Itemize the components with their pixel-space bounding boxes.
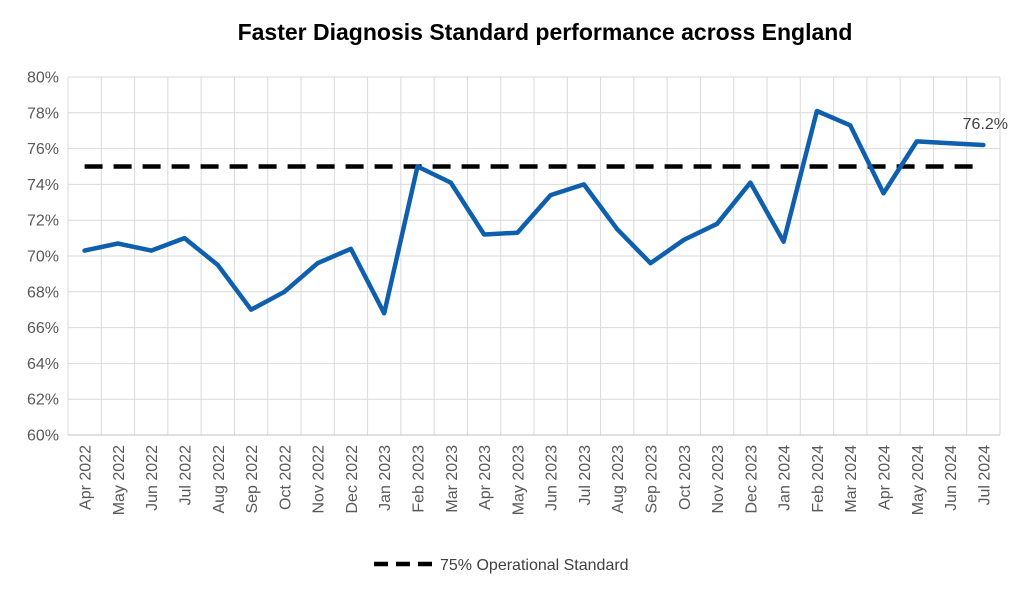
gridlines <box>67 76 1001 436</box>
data-labels: 76.2% <box>963 116 1008 133</box>
x-tick-label: Jul 2024 <box>976 445 993 506</box>
x-axis-ticks: Apr 2022 May 2022 Jun 2022 Jul 2022 Aug 2022… <box>78 445 994 515</box>
y-tick-label: 76% <box>27 141 59 158</box>
x-tick-label: Apr 2022 <box>78 445 95 510</box>
x-tick-label: Feb 2024 <box>810 445 827 513</box>
chart-title: Faster Diagnosis Standard performance ac… <box>238 19 853 45</box>
x-tick-label: Nov 2022 <box>311 445 328 514</box>
x-tick-label: Nov 2023 <box>710 445 727 514</box>
x-tick-label: Mar 2024 <box>843 445 860 513</box>
x-tick-label: Jul 2022 <box>178 445 195 506</box>
y-tick-label: 78% <box>27 105 59 122</box>
x-tick-label: Sep 2022 <box>244 445 261 514</box>
x-tick-label: Apr 2024 <box>877 445 894 510</box>
x-tick-label: Sep 2023 <box>644 445 661 514</box>
x-tick-label: May 2024 <box>910 445 927 515</box>
x-tick-label: Jun 2022 <box>144 445 161 511</box>
legend: 75% Operational Standard <box>374 557 629 574</box>
y-tick-label: 80% <box>27 70 59 87</box>
y-tick-label: 72% <box>27 213 59 230</box>
x-tick-label: Jan 2023 <box>377 445 394 511</box>
x-tick-label: Aug 2022 <box>211 445 228 514</box>
y-axis-ticks: 60% 62% 64% 66% 68% 70% 72% 74% 76% 78% 80% <box>27 70 59 445</box>
y-tick-label: 70% <box>27 249 59 266</box>
x-tick-label: Mar 2023 <box>444 445 461 513</box>
x-tick-label: Jul 2023 <box>577 445 594 506</box>
legend-label: 75% Operational Standard <box>440 557 629 574</box>
x-tick-label: Jan 2024 <box>777 445 794 511</box>
x-tick-label: Aug 2023 <box>610 445 627 514</box>
x-tick-label: May 2023 <box>510 445 527 515</box>
x-tick-label: Dec 2023 <box>743 445 760 514</box>
x-tick-label: Dec 2022 <box>344 445 361 514</box>
series-lines <box>82 108 986 316</box>
x-tick-label: Jun 2024 <box>943 445 960 511</box>
data-label: 76.2% <box>963 116 1008 133</box>
x-tick-label: Jun 2023 <box>544 445 561 511</box>
y-tick-label: 66% <box>27 320 59 337</box>
x-tick-label: Oct 2023 <box>677 445 694 510</box>
y-tick-label: 68% <box>27 284 59 301</box>
y-tick-label: 74% <box>27 177 59 194</box>
x-tick-label: Feb 2023 <box>411 445 428 513</box>
x-tick-label: May 2022 <box>111 445 128 515</box>
x-tick-label: Apr 2023 <box>477 445 494 510</box>
y-tick-label: 62% <box>27 392 59 409</box>
performance-line <box>82 108 986 316</box>
x-tick-label: Oct 2022 <box>277 445 294 510</box>
y-tick-label: 60% <box>27 428 59 445</box>
y-tick-label: 64% <box>27 356 59 373</box>
